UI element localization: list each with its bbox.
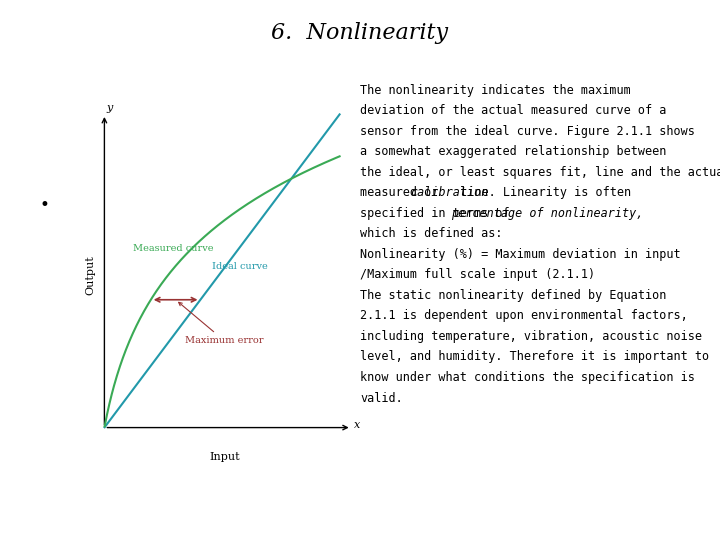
Text: •: • (40, 196, 50, 214)
Text: Input: Input (209, 452, 240, 462)
Text: know under what conditions the specification is: know under what conditions the specifica… (360, 371, 695, 384)
Text: valid.: valid. (360, 392, 402, 404)
Text: Measured curve: Measured curve (133, 244, 214, 253)
Text: which is defined as:: which is defined as: (360, 227, 503, 240)
Text: The static nonlinearity defined by Equation: The static nonlinearity defined by Equat… (360, 289, 667, 302)
Text: Ideal curve: Ideal curve (212, 262, 268, 271)
Text: 6.  Nonlinearity: 6. Nonlinearity (271, 22, 449, 44)
Text: x: x (354, 420, 360, 429)
Text: deviation of the actual measured curve of a: deviation of the actual measured curve o… (360, 104, 667, 117)
Text: calibration: calibration (410, 186, 488, 199)
Text: Maximum error: Maximum error (179, 302, 264, 345)
Text: y: y (107, 103, 113, 112)
Text: The nonlinearity indicates the maximum: The nonlinearity indicates the maximum (360, 84, 631, 97)
Text: a somewhat exaggerated relationship between: a somewhat exaggerated relationship betw… (360, 145, 667, 158)
Text: sensor from the ideal curve. Figure 2.1.1 shows: sensor from the ideal curve. Figure 2.1.… (360, 125, 695, 138)
Text: Nonlinearity (%) = Maximum deviation in input: Nonlinearity (%) = Maximum deviation in … (360, 248, 680, 261)
Text: level, and humidity. Therefore it is important to: level, and humidity. Therefore it is imp… (360, 350, 709, 363)
Text: measured or: measured or (360, 186, 446, 199)
Text: /Maximum full scale input (2.1.1): /Maximum full scale input (2.1.1) (360, 268, 595, 281)
Text: specified in terms of: specified in terms of (360, 207, 517, 220)
Text: including temperature, vibration, acoustic noise: including temperature, vibration, acoust… (360, 330, 702, 343)
Text: 2.1.1 is dependent upon environmental factors,: 2.1.1 is dependent upon environmental fa… (360, 309, 688, 322)
Text: Output: Output (85, 255, 95, 295)
Text: the ideal, or least squares fit, line and the actual: the ideal, or least squares fit, line an… (360, 166, 720, 179)
Text: line. Linearity is often: line. Linearity is often (454, 186, 631, 199)
Text: percentage of nonlinearity,: percentage of nonlinearity, (451, 207, 644, 220)
